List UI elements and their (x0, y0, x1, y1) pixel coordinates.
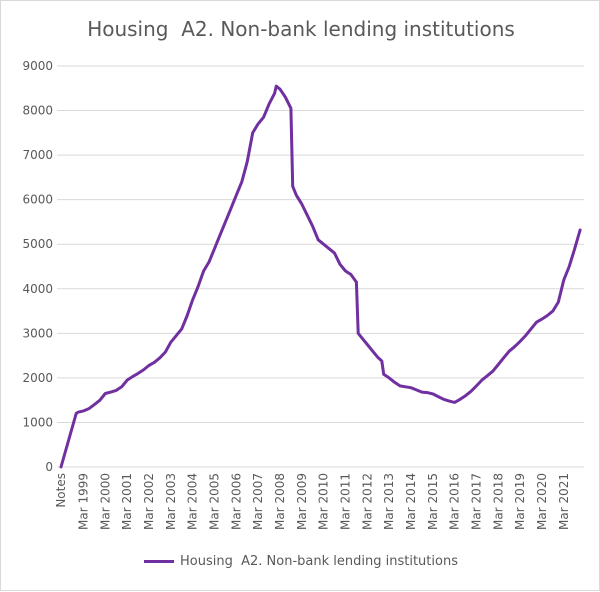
x-tick-label: Mar 2007 (251, 473, 265, 530)
x-tick-label: Mar 2002 (142, 473, 156, 530)
y-tick-label: 7000 (22, 148, 53, 162)
x-tick-label: Mar 2012 (360, 473, 374, 530)
x-tick-label: Mar 2010 (317, 473, 331, 530)
legend-swatch (144, 560, 175, 563)
y-tick-label: 8000 (22, 104, 53, 118)
x-tick-label: Mar 2011 (338, 473, 352, 530)
x-tick-label: Mar 2020 (535, 473, 549, 530)
y-tick-label: 1000 (22, 415, 53, 429)
y-tick-label: 9000 (22, 59, 53, 73)
legend-label: Housing A2. Non-bank lending institution… (180, 554, 458, 569)
x-tick-label: Mar 2021 (557, 473, 571, 530)
y-tick-label: 6000 (22, 193, 53, 207)
x-tick-label: Mar 2005 (207, 473, 221, 530)
y-axis-tick-labels: 0 1000 2000 3000 4000 5000 6000 7000 8000 9000 (22, 59, 53, 474)
series-group (59, 84, 582, 469)
x-tick-label: Mar 2015 (426, 473, 440, 530)
x-tick-label: Mar 2006 (229, 473, 243, 530)
x-tick-label: Mar 2018 (491, 473, 505, 530)
x-tick-label: Mar 2004 (186, 473, 200, 530)
x-axis-tick-labels: Notes Mar 1999 Mar 2000 Mar 2001 Mar 2002 Mar… (54, 473, 571, 530)
x-tick-label: Mar 1999 (77, 473, 91, 530)
x-tick-label: Mar 2003 (164, 473, 178, 530)
x-tick-label: Mar 2016 (448, 473, 462, 530)
x-tick-label: Notes (54, 473, 68, 508)
y-tick-label: 4000 (22, 282, 53, 296)
x-tick-label: Mar 2013 (382, 473, 396, 530)
gridlines (57, 65, 584, 468)
series-line-non-bank-lending (59, 84, 582, 469)
x-tick-label: Mar 2000 (98, 473, 112, 530)
legend: Housing A2. Non-bank lending institution… (1, 554, 600, 569)
x-tick-label: Mar 2019 (513, 473, 527, 530)
x-tick-label: Mar 2017 (469, 473, 483, 530)
x-tick-label: Mar 2001 (120, 473, 134, 530)
y-tick-label: 3000 (22, 326, 53, 340)
x-tick-label: Mar 2008 (273, 473, 287, 530)
x-tick-label: Mar 2014 (404, 473, 418, 530)
x-tick-label: Mar 2009 (295, 473, 309, 530)
y-tick-label: 0 (45, 460, 53, 474)
y-tick-label: 5000 (22, 237, 53, 251)
chart-title: Housing A2. Non-bank lending institution… (87, 17, 515, 41)
y-tick-label: 2000 (22, 371, 53, 385)
